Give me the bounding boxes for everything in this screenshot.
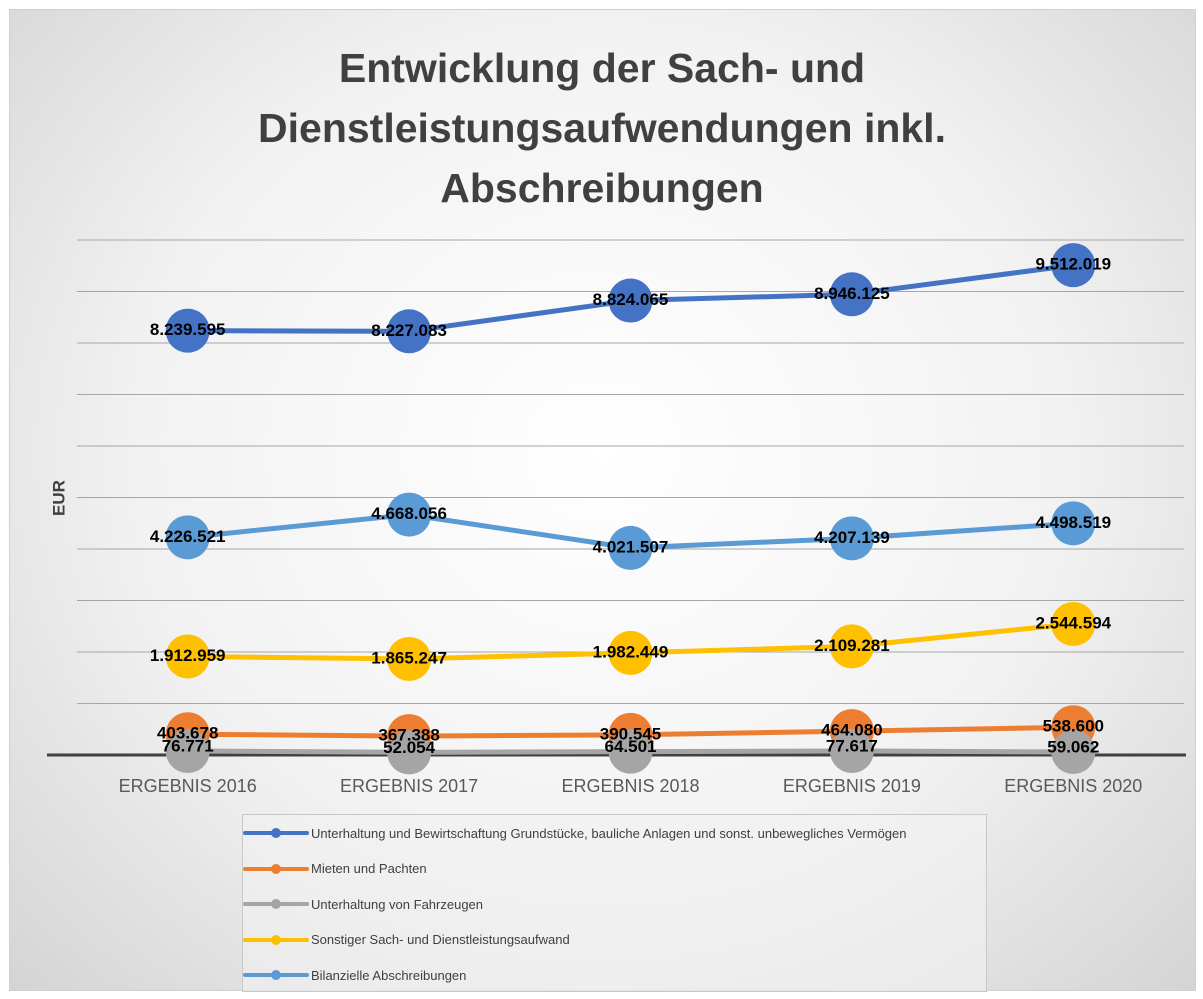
legend-key [243, 859, 309, 879]
data-label: 52.054 [383, 738, 436, 757]
data-label: 464.080 [821, 721, 882, 740]
data-point [387, 492, 432, 537]
data-point [1051, 243, 1096, 288]
data-point [608, 278, 653, 323]
data-point [608, 630, 653, 675]
data-point [608, 729, 653, 774]
legend-label: Unterhaltung von Fahrzeugen [311, 896, 484, 912]
legend-key [243, 930, 309, 950]
x-tick-label: ERGEBNIS 2016 [119, 776, 257, 796]
legend-item: Unterhaltung von Fahrzeugen [243, 894, 483, 914]
x-tick-label: ERGEBNIS 2017 [340, 776, 478, 796]
legend-item: Sonstiger Sach- und Dienstleistungsaufwa… [243, 930, 570, 950]
data-label: 8.227.083 [371, 321, 447, 340]
data-label: 8.824.065 [593, 290, 669, 309]
data-point [165, 729, 210, 774]
data-point [165, 308, 210, 353]
legend-key [243, 965, 309, 985]
data-label: 2.109.281 [814, 636, 890, 655]
data-label: 1.865.247 [371, 648, 447, 667]
legend-item: Mieten und Pachten [243, 859, 427, 879]
legend-label: Unterhaltung und Bewirtschaftung Grundst… [311, 825, 907, 841]
data-label: 76.771 [162, 737, 214, 756]
legend-label: Sonstiger Sach- und Dienstleistungsaufwa… [311, 932, 570, 947]
data-label: 4.668.056 [371, 504, 447, 523]
x-tick-label: ERGEBNIS 2018 [561, 776, 699, 796]
legend-item: Unterhaltung und Bewirtschaftung Grundst… [243, 823, 907, 843]
data-point [1051, 501, 1096, 546]
data-point [165, 515, 210, 560]
legend-key [243, 894, 309, 914]
data-label: 4.498.519 [1035, 513, 1111, 532]
data-label: 59.062 [1047, 737, 1099, 756]
legend-key [243, 823, 309, 843]
data-label: 4.226.521 [150, 527, 226, 546]
data-label: 77.617 [826, 736, 878, 755]
data-label: 8.946.125 [814, 284, 890, 303]
data-point [165, 634, 210, 679]
data-point [608, 525, 653, 570]
legend: Unterhaltung und Bewirtschaftung Grundst… [242, 814, 987, 992]
data-label: 390.545 [600, 724, 661, 743]
legend-item: Bilanzielle Abschreibungen [243, 965, 466, 985]
data-point [387, 636, 432, 681]
chart-title: Entwicklung der Sach- und Dienstleistung… [258, 45, 946, 211]
data-label: 64.501 [605, 737, 657, 756]
data-label: 367.388 [378, 726, 439, 745]
x-tick-label: ERGEBNIS 2019 [783, 776, 921, 796]
data-label: 1.982.449 [593, 642, 669, 661]
data-point [1051, 601, 1096, 646]
data-label: 403.678 [157, 724, 218, 743]
legend-label: Bilanzielle Abschreibungen [311, 967, 467, 983]
data-point [829, 516, 874, 561]
data-label: 4.207.139 [814, 528, 890, 547]
data-point [387, 730, 432, 775]
legend-label: Mieten und Pachten [311, 861, 427, 876]
x-tick-label: ERGEBNIS 2020 [1004, 776, 1142, 796]
data-label: 538.600 [1043, 717, 1104, 736]
data-label: 9.512.019 [1035, 255, 1111, 274]
data-point [1051, 729, 1096, 774]
data-point [829, 624, 874, 669]
data-label: 4.021.507 [593, 537, 669, 556]
data-label: 1.912.959 [150, 646, 226, 665]
data-point [829, 729, 874, 774]
data-label: 8.239.595 [150, 320, 226, 339]
data-label: 2.544.594 [1035, 613, 1111, 632]
data-point [387, 309, 432, 354]
y-axis-label: EUR [49, 480, 68, 516]
data-point [829, 272, 874, 317]
